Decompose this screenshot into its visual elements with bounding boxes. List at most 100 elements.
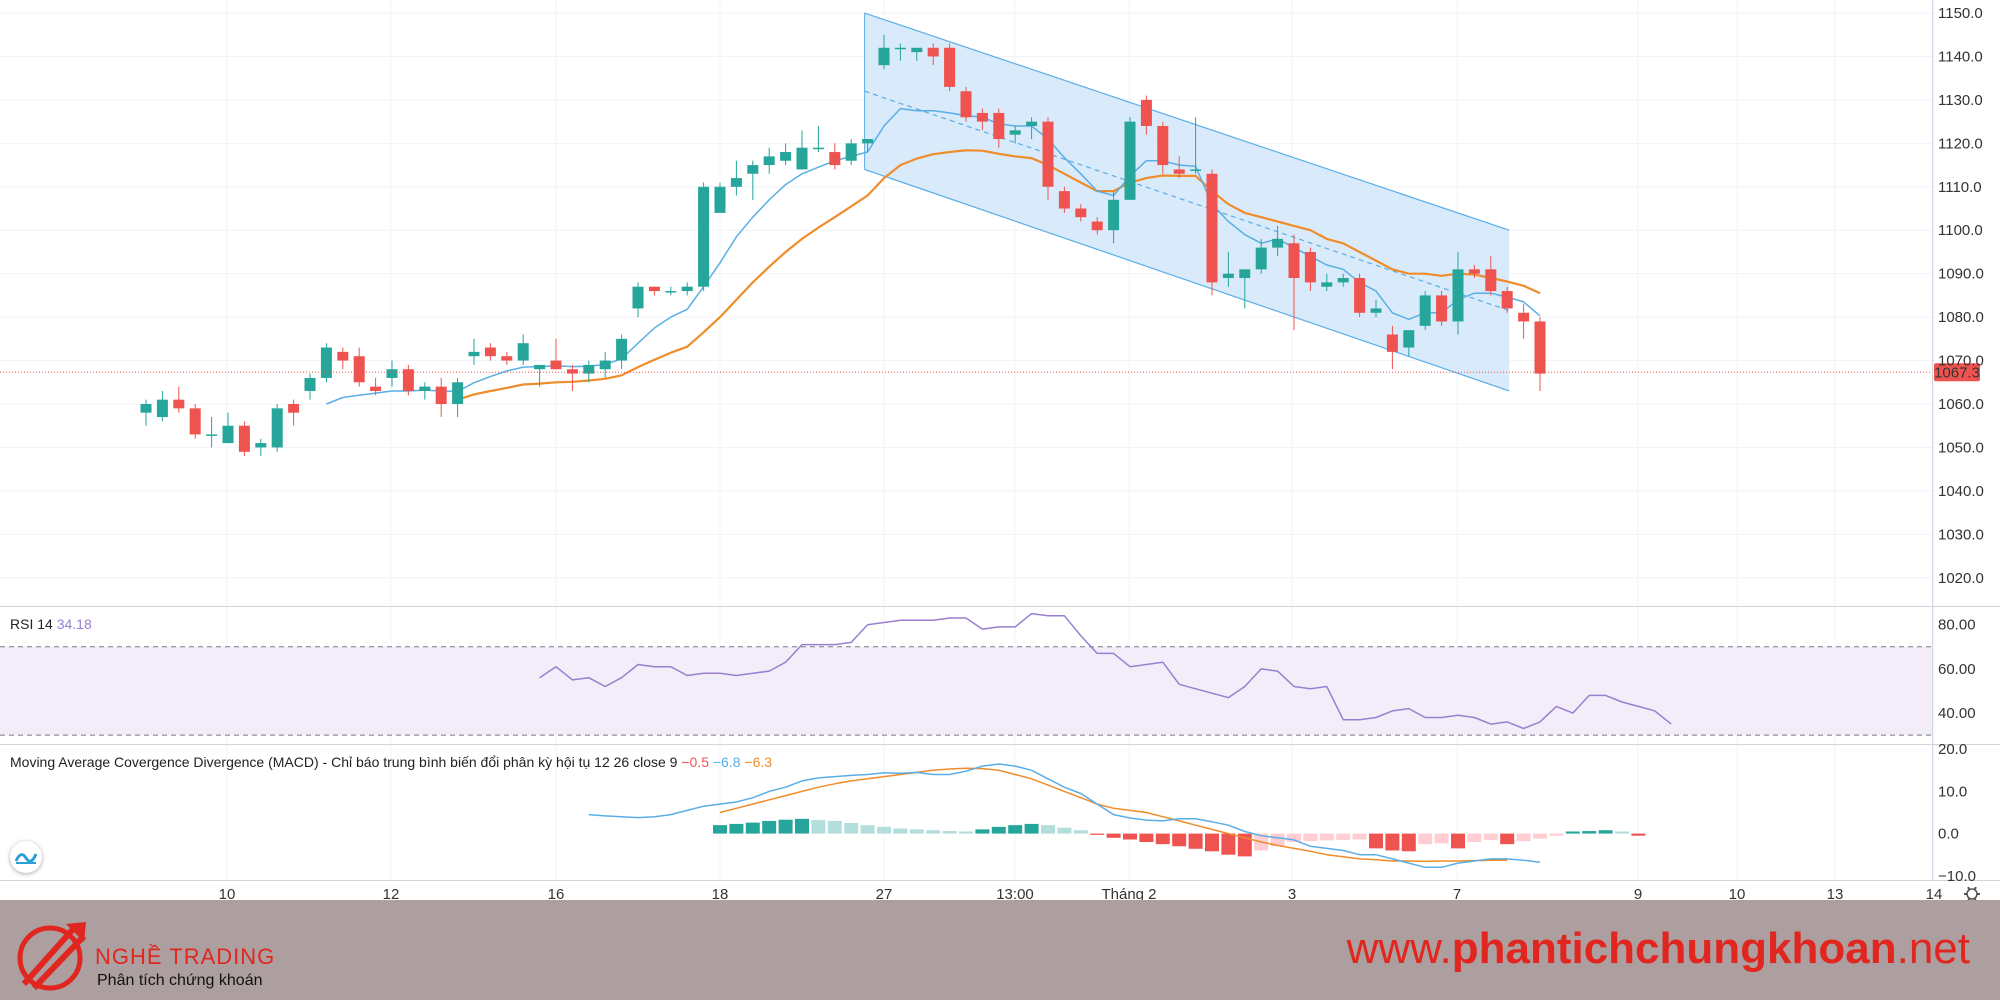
candle-body: [1075, 208, 1087, 218]
candle-body: [1288, 243, 1300, 279]
macd-histogram: [713, 818, 1646, 857]
brand-tagline: Phân tích chứng khoán: [97, 972, 263, 989]
macd-histogram-bar: [1090, 833, 1105, 835]
macd-histogram-bar: [1598, 830, 1613, 834]
macd-histogram-bar: [1549, 833, 1564, 836]
candle-body: [1140, 99, 1152, 126]
candle-body: [1190, 169, 1202, 171]
candle-body: [1272, 238, 1284, 248]
candle: [189, 404, 201, 439]
macd-histogram-bar: [1205, 833, 1219, 852]
candle-body: [534, 364, 546, 370]
candle-body: [911, 47, 923, 53]
time-tick-label: 14: [1926, 886, 1943, 900]
website-url[interactable]: www.phantichchungkhoan.net: [1347, 924, 1970, 974]
settings-gear-icon[interactable]: [1964, 886, 1980, 900]
candle-body: [304, 377, 316, 391]
candle: [1009, 125, 1021, 144]
candle: [1370, 299, 1382, 318]
candle-body: [1108, 199, 1120, 231]
candle: [1501, 286, 1513, 313]
macd-legend-name: Moving Average Covergence Divergence (MA…: [10, 754, 681, 770]
candle-body: [1419, 295, 1431, 326]
candle: [402, 364, 414, 396]
macd-legend-value: −6.3: [744, 754, 772, 770]
macd-histogram-bar: [942, 831, 957, 834]
macd-histogram-bar: [1106, 833, 1121, 838]
candle: [1321, 273, 1333, 292]
macd-histogram-bar: [1303, 833, 1318, 842]
candle-body: [1009, 130, 1021, 135]
candle-body: [747, 165, 759, 174]
candle-body: [1206, 173, 1218, 283]
macd-histogram-bar: [827, 820, 842, 834]
candle-body: [320, 347, 332, 378]
candle-body: [1386, 334, 1398, 352]
candle-body: [566, 369, 578, 374]
candle: [976, 108, 988, 131]
gear-tooth: [1967, 897, 1971, 900]
price-tick-label: 1090.0: [1938, 266, 1984, 283]
candle-body: [1354, 278, 1366, 313]
candle-body: [1485, 269, 1497, 292]
macd-tick-label: 0.0: [1938, 826, 1959, 843]
candle-body: [484, 347, 496, 357]
candle: [616, 334, 628, 370]
price-tick-label: 1070.0: [1938, 353, 1984, 370]
macd-histogram-bar: [1467, 833, 1482, 843]
candle: [993, 108, 1005, 148]
candle-body: [862, 139, 874, 144]
candle: [1222, 251, 1234, 287]
candle: [1173, 156, 1185, 179]
candle-body: [944, 47, 956, 87]
candle: [714, 182, 726, 213]
candle-body: [763, 156, 775, 166]
macd-histogram-bar: [1615, 831, 1629, 834]
time-tick-label: 12: [383, 886, 400, 900]
candle-body: [632, 286, 644, 309]
candle-body: [337, 351, 349, 361]
macd-histogram-bar: [909, 829, 924, 834]
candle: [320, 343, 332, 383]
candle: [452, 377, 464, 418]
rsi-legend-name: RSI 14: [10, 616, 57, 632]
candle: [730, 160, 742, 196]
candle: [944, 43, 956, 92]
candle: [222, 412, 234, 444]
macd-histogram-bar: [762, 820, 777, 834]
candle: [534, 364, 546, 387]
candle-body: [927, 47, 939, 57]
rsi-tick-label: 40.00: [1938, 705, 1976, 722]
price-tick-label: 1020.0: [1938, 570, 1984, 587]
candle-body: [156, 399, 168, 418]
macd-histogram-bar: [1401, 833, 1416, 852]
rsi-legend: RSI 14 34.18: [10, 616, 92, 632]
time-tick-label: 18: [712, 886, 729, 900]
candle-body: [288, 404, 300, 413]
candle: [845, 139, 857, 166]
tradingview-logo-icon[interactable]: [10, 841, 42, 873]
time-tick-label: Tháng 2: [1101, 886, 1156, 900]
macd-histogram-bar: [1483, 833, 1498, 840]
candle: [1140, 95, 1152, 135]
macd-histogram-bar: [1582, 831, 1597, 834]
price-tick-label: 1150.0: [1938, 5, 1983, 22]
candle-body: [730, 178, 742, 187]
candle-body: [1239, 269, 1251, 279]
candle-body: [468, 351, 480, 357]
candle: [1386, 325, 1398, 370]
candle: [829, 143, 841, 170]
candle-body: [960, 91, 972, 118]
candle-body: [419, 386, 431, 391]
candle: [370, 377, 382, 396]
time-tick-label: 13:00: [996, 886, 1034, 900]
chart-canvas: 1067.3 1150.0 1140.0 1130.0 1120.0 1110.0 1100…: [0, 0, 2000, 900]
time-tick-label: 10: [219, 886, 236, 900]
macd-histogram-bar: [877, 826, 891, 834]
macd-histogram-bar: [1057, 827, 1072, 834]
candle: [1042, 117, 1054, 200]
candle: [173, 386, 185, 413]
candle-body: [140, 404, 152, 413]
price-tick-label: 1040.0: [1938, 483, 1984, 500]
macd-histogram-bar: [860, 825, 875, 834]
